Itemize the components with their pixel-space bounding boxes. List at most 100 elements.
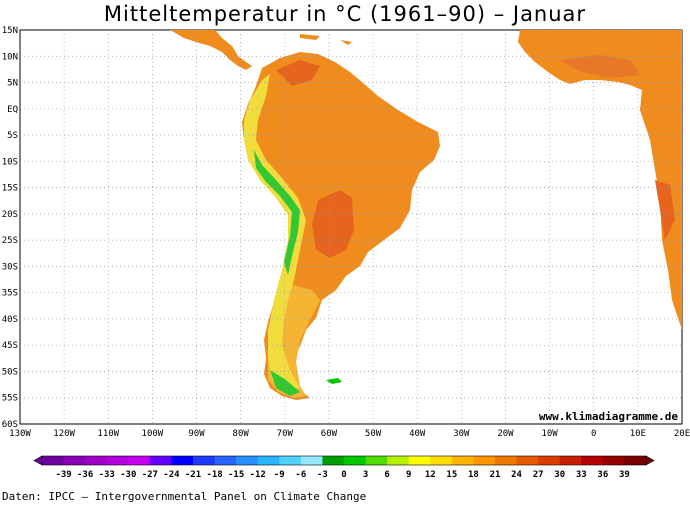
colorbar-segment bbox=[516, 456, 539, 465]
latitude-label: 55S bbox=[2, 394, 18, 404]
colorbar-segment bbox=[236, 456, 259, 465]
central-america-landmass bbox=[170, 30, 252, 70]
colorbar-label: -39 bbox=[55, 470, 71, 480]
andes-cool-band bbox=[244, 74, 306, 390]
colorbar-label: -15 bbox=[228, 470, 244, 480]
longitude-label: 0 bbox=[591, 429, 596, 439]
africa-interior-region bbox=[655, 180, 675, 240]
longitude-label: 90W bbox=[188, 429, 205, 439]
latitude-label: 10S bbox=[2, 157, 18, 167]
colorbar-segment bbox=[495, 456, 518, 465]
colorbar-label: 0 bbox=[341, 470, 346, 480]
colorbar-segment bbox=[42, 456, 65, 465]
longitude-label: 70W bbox=[277, 429, 294, 439]
colorbar-segment bbox=[171, 456, 194, 465]
africa-hot-region bbox=[560, 55, 640, 78]
latitude-label: 5S bbox=[7, 131, 18, 141]
colorbar-segment bbox=[300, 456, 323, 465]
colorbar-label: -24 bbox=[163, 470, 180, 480]
colorbar bbox=[33, 455, 655, 466]
colorbar-segment bbox=[344, 456, 367, 465]
latitude-label: 60S bbox=[2, 420, 18, 430]
colorbar-label: -9 bbox=[274, 470, 285, 480]
colorbar-label: 36 bbox=[597, 470, 608, 480]
colorbar-label: -18 bbox=[206, 470, 222, 480]
watermark: www.klimadiagramme.de bbox=[539, 410, 678, 423]
andes-cold-band bbox=[254, 150, 300, 275]
colorbar-segment bbox=[624, 456, 647, 465]
longitude-label: 30W bbox=[453, 429, 470, 439]
colorbar-label: 27 bbox=[533, 470, 544, 480]
longitude-label: 60W bbox=[321, 429, 338, 439]
colorbar-segment bbox=[106, 456, 129, 465]
colorbar-label: -21 bbox=[185, 470, 201, 480]
colorbar-label: 12 bbox=[425, 470, 436, 480]
latitude-label: 20S bbox=[2, 210, 18, 220]
longitude-label: 120W bbox=[53, 429, 75, 439]
colorbar-segment bbox=[322, 456, 345, 465]
colorbar-max-arrow bbox=[645, 455, 655, 466]
colorbar-label: -30 bbox=[120, 470, 136, 480]
colorbar-label: -3 bbox=[317, 470, 328, 480]
colorbar-label: 6 bbox=[384, 470, 389, 480]
longitude-label: 100W bbox=[142, 429, 164, 439]
colorbar-min-arrow bbox=[33, 455, 43, 466]
longitude-label: 40W bbox=[409, 429, 426, 439]
colorbar-label: 3 bbox=[363, 470, 368, 480]
longitude-label: 50W bbox=[365, 429, 382, 439]
colorbar-label: 21 bbox=[490, 470, 501, 480]
latitude-label: 15N bbox=[2, 26, 18, 36]
latitude-label: 40S bbox=[2, 315, 18, 325]
longitude-label: 20E bbox=[674, 429, 690, 439]
caribbean-island bbox=[300, 34, 320, 40]
colorbar-segment bbox=[430, 456, 453, 465]
latitude-label: 50S bbox=[2, 367, 18, 377]
data-source: Daten: IPCC – Intergovernmental Panel on… bbox=[2, 490, 367, 503]
colorbar-segment bbox=[602, 456, 625, 465]
land-layer bbox=[170, 30, 682, 400]
falkland-islands bbox=[326, 378, 342, 384]
colorbar-segment bbox=[559, 456, 582, 465]
latitude-label: 30S bbox=[2, 262, 18, 272]
colorbar-segment bbox=[63, 456, 86, 465]
longitude-label: 10E bbox=[630, 429, 646, 439]
colorbar-label: -12 bbox=[250, 470, 266, 480]
colorbar-segment bbox=[451, 456, 474, 465]
colorbar-label: 9 bbox=[406, 470, 411, 480]
latitude-labels: 15N 10N 5N EQ 5S 10S 15S 20S 25S 30S 35S 40S 45S 50S 5… bbox=[2, 26, 18, 430]
longitude-label: 130W bbox=[9, 429, 31, 439]
colorbar-frame bbox=[41, 455, 647, 466]
colorbar-label: 33 bbox=[576, 470, 587, 480]
africa-landmass bbox=[518, 30, 682, 330]
colorbar-segment bbox=[128, 456, 151, 465]
colorbar-segment bbox=[408, 456, 431, 465]
longitude-label: 80W bbox=[233, 429, 250, 439]
chaco-hot-region bbox=[312, 190, 354, 258]
latitude-label: 5N bbox=[7, 79, 18, 89]
longitude-label: 110W bbox=[97, 429, 119, 439]
colorbar-label: -27 bbox=[142, 470, 158, 480]
caribbean-island bbox=[340, 40, 352, 45]
colorbar-segment bbox=[257, 456, 280, 465]
colorbar-segment bbox=[538, 456, 561, 465]
venezuela-hot-region bbox=[276, 60, 320, 86]
colorbar-segment bbox=[279, 456, 302, 465]
latitude-label: 10N bbox=[2, 52, 18, 62]
colorbar-segment bbox=[85, 456, 108, 465]
colorbar-label: 30 bbox=[554, 470, 565, 480]
latitude-label: EQ bbox=[7, 105, 18, 115]
colorbar-segment bbox=[149, 456, 172, 465]
colorbar-segment bbox=[387, 456, 410, 465]
latitude-label: 15S bbox=[2, 184, 18, 194]
colorbar-segment bbox=[581, 456, 604, 465]
longitude-label: 10W bbox=[541, 429, 558, 439]
latitude-label: 25S bbox=[2, 236, 18, 246]
latitude-label: 35S bbox=[2, 289, 18, 299]
colorbar-segment bbox=[473, 456, 496, 465]
map-title: Mitteltemperatur in °C (1961–90) – Janua… bbox=[103, 2, 587, 26]
colorbar-label: -6 bbox=[295, 470, 306, 480]
latitude-label: 45S bbox=[2, 341, 18, 351]
colorbar-label: -33 bbox=[99, 470, 115, 480]
colorbar-segment bbox=[193, 456, 216, 465]
colorbar-segment bbox=[214, 456, 237, 465]
